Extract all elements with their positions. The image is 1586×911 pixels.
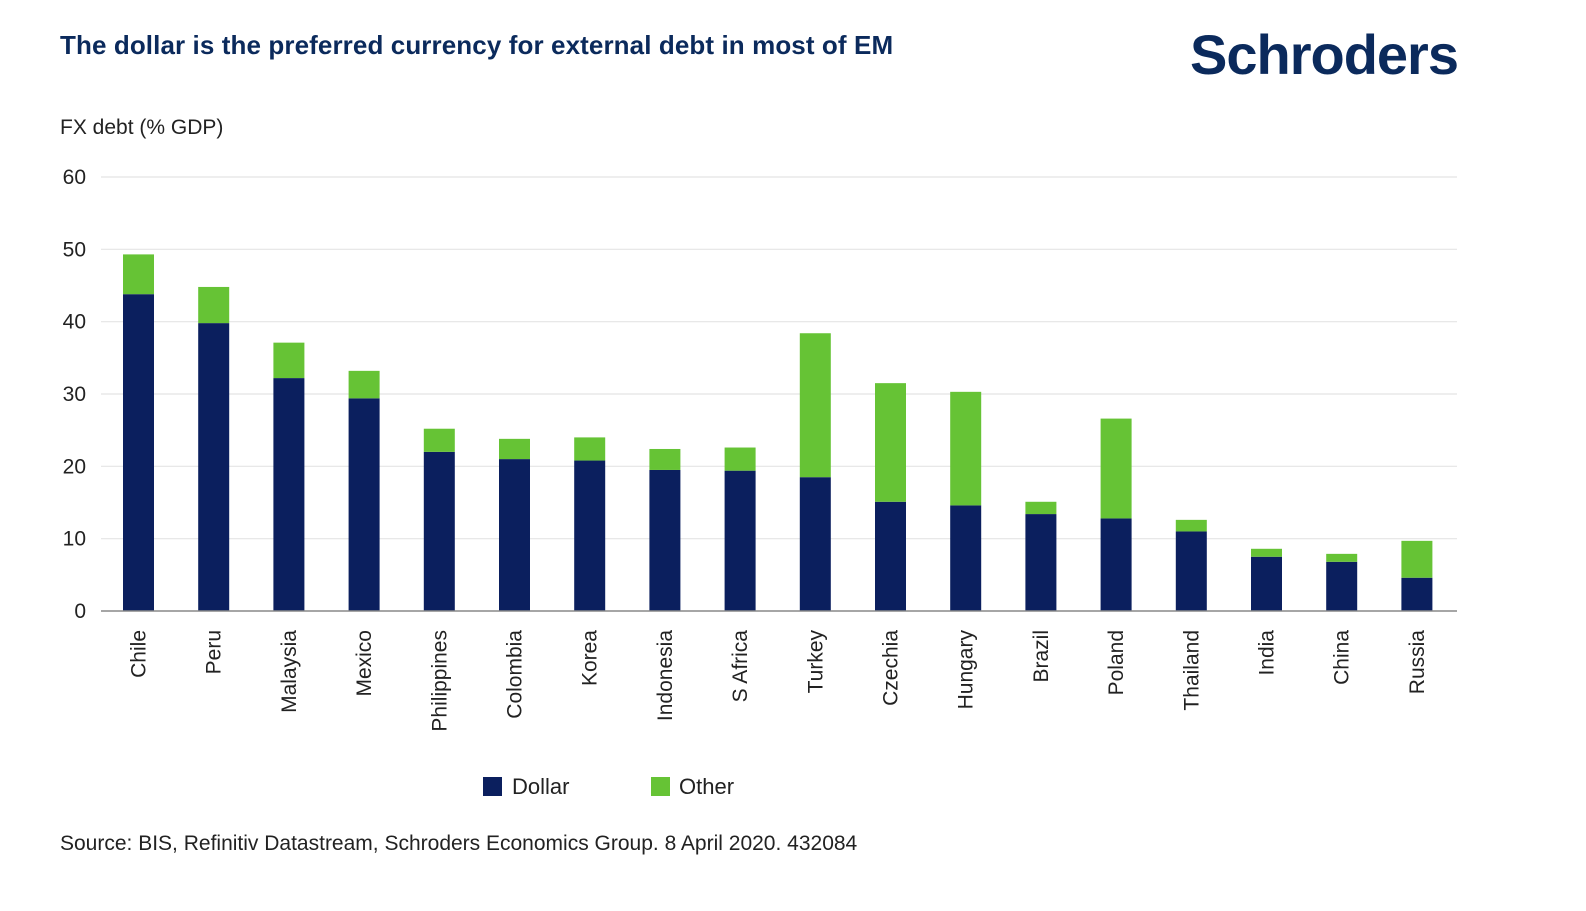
bar-other-russia (1401, 540, 1433, 578)
y-tick-label: 40 (63, 311, 86, 334)
bar-other-poland (1100, 418, 1132, 519)
bar-dollar-brazil (1025, 514, 1057, 611)
bar-dollar-philippines (423, 451, 455, 611)
bar-dollar-malaysia (273, 378, 305, 611)
bar-dollar-russia (1401, 577, 1433, 611)
x-tick-label: Malaysia (278, 630, 301, 713)
y-tick-label: 0 (74, 600, 86, 623)
bar-dollar-indonesia (649, 469, 681, 611)
x-tick-label: Hungary (955, 630, 978, 710)
bar-dollar-colombia (499, 459, 530, 611)
x-tick-label: Mexico (353, 630, 376, 697)
bar-dollar-mexico (348, 398, 380, 611)
bar-other-mexico (348, 370, 380, 399)
x-tick-label: China (1331, 630, 1354, 685)
bar-other-india (1251, 548, 1282, 557)
legend: Dollar Other (483, 774, 734, 799)
bar-dollar-chile (123, 294, 154, 611)
y-tick-label: 20 (63, 455, 86, 478)
y-axis-ticks: 0 10 20 30 40 50 60 (63, 166, 86, 623)
bar-other-thailand (1175, 519, 1207, 532)
bars (123, 254, 1433, 611)
legend-swatch-dollar (483, 777, 502, 796)
gridlines (101, 176, 1457, 540)
x-tick-label: Czechia (880, 630, 903, 706)
schroders-logo: Schroders (1190, 23, 1459, 86)
legend-label-dollar: Dollar (512, 774, 569, 799)
bar-other-peru (198, 286, 230, 324)
bar-dollar-turkey (799, 477, 831, 611)
bar-dollar-thailand (1175, 531, 1207, 611)
bar-dollar-czechia (875, 501, 906, 611)
x-tick-label: India (1256, 630, 1279, 676)
bar-other-colombia (499, 438, 530, 460)
x-tick-label: Peru (203, 630, 226, 674)
x-tick-label: Brazil (1030, 630, 1053, 683)
x-axis-ticks: Chile Peru Malaysia Mexico Philippines Colomb… (128, 630, 1429, 732)
bar-other-korea (574, 437, 606, 461)
bar-dollar-s-africa (724, 470, 756, 611)
x-tick-label: Korea (579, 630, 602, 686)
bar-dollar-peru (198, 323, 230, 611)
x-tick-label: Turkey (804, 630, 827, 694)
x-tick-label: Indonesia (654, 630, 677, 721)
legend-label-other: Other (679, 774, 734, 799)
bar-other-indonesia (649, 448, 681, 470)
x-tick-label: Russia (1406, 630, 1429, 695)
bar-other-philippines (423, 428, 455, 452)
bar-dollar-india (1251, 556, 1282, 611)
y-tick-label: 10 (63, 528, 86, 551)
bar-other-turkey (799, 333, 831, 478)
bar-other-s-africa (724, 447, 756, 471)
bar-other-czechia (875, 383, 906, 502)
x-tick-label: Philippines (428, 630, 451, 732)
bar-other-hungary (950, 391, 982, 506)
y-tick-label: 50 (63, 238, 86, 261)
x-tick-label: Colombia (504, 630, 527, 719)
bar-dollar-poland (1100, 518, 1132, 611)
x-tick-label: Chile (128, 630, 151, 678)
bar-dollar-korea (574, 460, 606, 611)
bar-other-china (1326, 553, 1358, 562)
y-tick-label: 60 (63, 166, 86, 189)
y-tick-label: 30 (63, 383, 86, 406)
x-tick-label: Poland (1105, 630, 1128, 695)
bar-other-malaysia (273, 342, 305, 379)
y-axis-label: FX debt (% GDP) (60, 116, 223, 139)
bar-dollar-china (1326, 561, 1358, 611)
x-tick-label: S Africa (729, 630, 752, 703)
bar-other-brazil (1025, 501, 1057, 515)
source-note: Source: BIS, Refinitiv Datastream, Schro… (60, 832, 858, 855)
x-tick-label: Thailand (1180, 630, 1203, 711)
chart-title: The dollar is the preferred currency for… (60, 30, 894, 60)
legend-swatch-other (651, 777, 670, 796)
bar-dollar-hungary (950, 505, 982, 611)
bar-other-chile (123, 254, 154, 295)
